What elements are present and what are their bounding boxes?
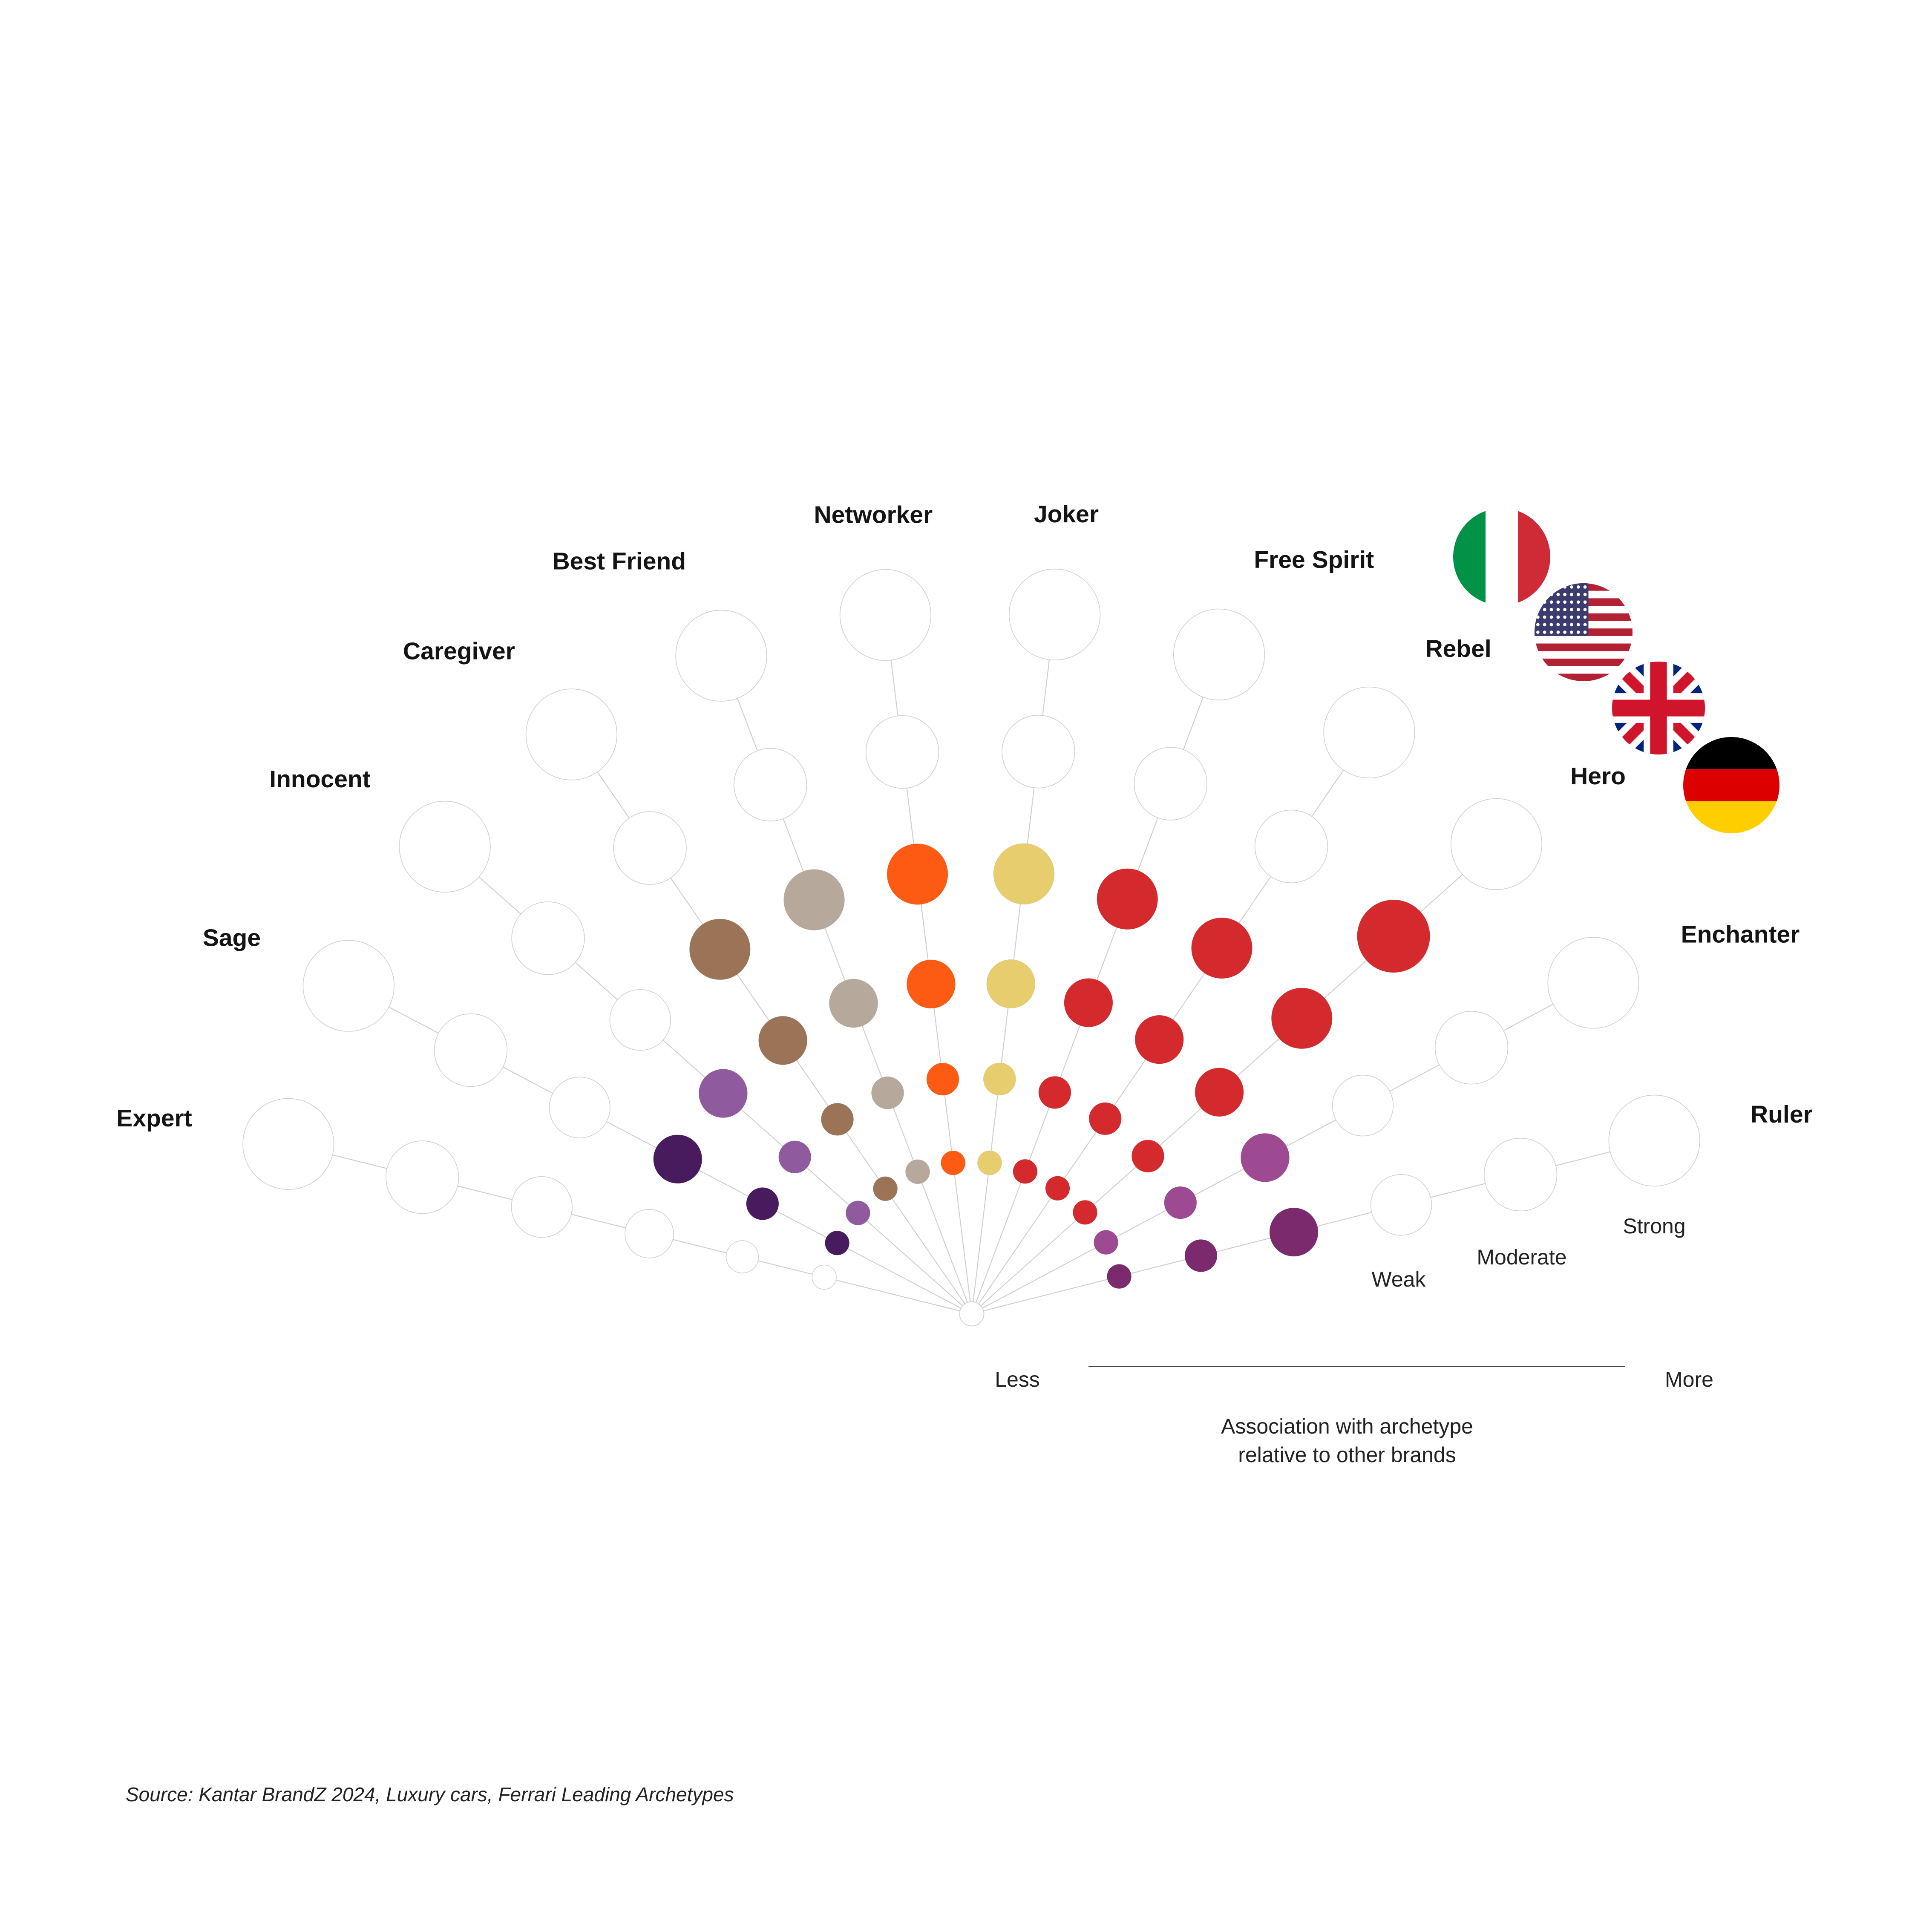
svg-text:Expert: Expert [116, 1105, 192, 1132]
svg-text:Weak: Weak [1372, 1267, 1426, 1291]
svg-text:Rebel: Rebel [1425, 635, 1491, 662]
svg-text:relative to other brands: relative to other brands [1238, 1443, 1456, 1467]
svg-text:Joker: Joker [1034, 501, 1099, 528]
svg-text:Hero: Hero [1570, 763, 1626, 790]
svg-text:Moderate: Moderate [1477, 1245, 1566, 1269]
svg-text:Innocent: Innocent [269, 766, 371, 793]
svg-text:Ruler: Ruler [1751, 1101, 1813, 1128]
svg-text:Sage: Sage [203, 924, 261, 952]
svg-text:Source: Kantar BrandZ 2024, Lu: Source: Kantar BrandZ 2024, Luxury cars,… [126, 1783, 734, 1805]
svg-text:More: More [1665, 1368, 1713, 1391]
svg-text:Free Spirit: Free Spirit [1254, 546, 1374, 573]
svg-text:Enchanter: Enchanter [1681, 921, 1800, 948]
svg-text:Strong: Strong [1623, 1214, 1685, 1238]
svg-text:Less: Less [995, 1368, 1040, 1391]
svg-text:Caregiver: Caregiver [403, 637, 515, 665]
svg-text:Association with archetype: Association with archetype [1221, 1414, 1473, 1438]
svg-text:Networker: Networker [814, 501, 933, 528]
svg-text:Best Friend: Best Friend [552, 547, 686, 575]
